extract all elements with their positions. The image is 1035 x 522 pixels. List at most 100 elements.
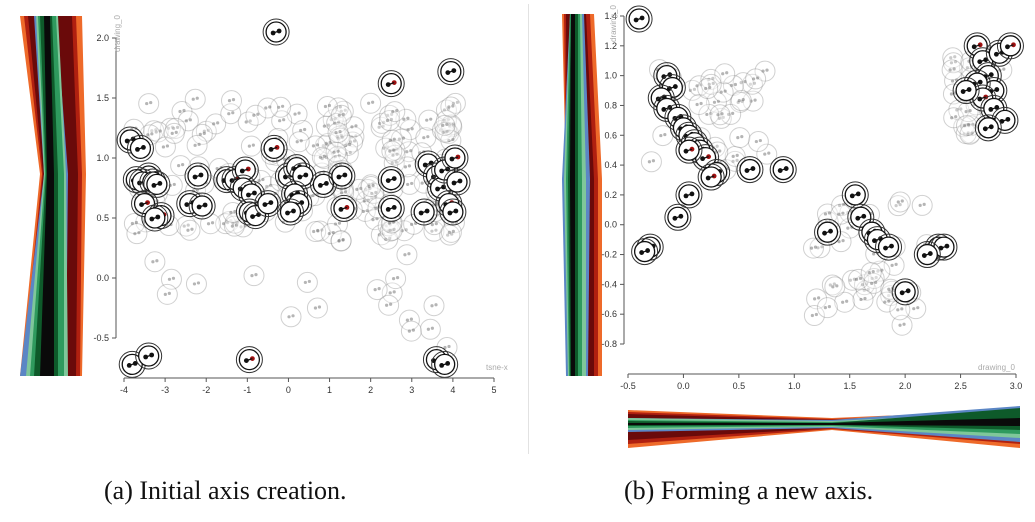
atom-faint	[827, 305, 831, 309]
molecule-ring-faint	[720, 103, 742, 125]
molecule-ring-faint	[824, 276, 846, 298]
molecule-ring-faint	[126, 223, 148, 245]
atom-faint	[355, 187, 359, 191]
atom-faint	[386, 113, 390, 117]
atom-faint	[335, 134, 339, 139]
atom-faint	[261, 177, 265, 182]
y-tick-label: 1.5	[96, 93, 109, 103]
atom-faint	[716, 99, 721, 103]
bond	[685, 193, 693, 197]
atom-faint	[388, 149, 392, 153]
x-tick-label: 3	[409, 385, 414, 395]
atom-faint	[333, 117, 337, 121]
atom-faint	[175, 125, 180, 129]
atom-faint	[390, 228, 394, 232]
axis-glyph-vertical[interactable]	[562, 14, 602, 376]
bond	[658, 96, 665, 100]
atom-faint	[233, 209, 237, 214]
atom-faint	[968, 109, 972, 113]
bond	[447, 69, 455, 74]
atom-faint	[391, 148, 395, 152]
molecule-ring-faint	[179, 219, 201, 241]
atom-faint	[966, 131, 970, 135]
molecule-points[interactable]	[625, 5, 1024, 336]
atom-faint	[736, 100, 740, 104]
atom-faint	[837, 203, 842, 208]
bond	[338, 174, 346, 178]
atom-faint	[375, 217, 379, 221]
atom-faint	[854, 277, 859, 281]
atom-faint	[718, 149, 722, 153]
atom-faint	[950, 116, 954, 120]
molecule-ring-faint	[852, 288, 874, 310]
atom-faint	[221, 222, 226, 226]
bond	[852, 193, 859, 197]
atom-faint	[390, 161, 394, 165]
atom-faint	[229, 219, 233, 223]
atom-faint	[334, 130, 338, 135]
atom-faint	[971, 123, 975, 127]
atom-faint	[362, 199, 366, 203]
atom-faint	[409, 317, 413, 321]
atom-faint	[860, 283, 865, 287]
atom-faint	[392, 148, 396, 152]
molecule-ring-faint	[360, 176, 382, 198]
atom-faint	[900, 199, 904, 203]
atom-faint	[303, 280, 307, 285]
molecule-ring-faint	[342, 131, 364, 153]
bond	[270, 146, 278, 151]
atom-faint	[420, 181, 424, 185]
atom-faint	[182, 224, 186, 228]
atom-faint	[704, 86, 708, 91]
atom-faint	[377, 286, 381, 291]
atom-faint	[852, 277, 857, 281]
bond	[985, 126, 992, 130]
atom-faint	[377, 125, 381, 129]
atom-faint	[442, 127, 447, 131]
molecule-ring-outer	[377, 194, 405, 222]
molecule-ring-faint	[215, 213, 237, 235]
scatter-plot-b[interactable]: -0.5 0.0 0.5 1.0 1.5 2.0 2.5 3.0 1.4 1.2 1.0 0.8 0.…	[532, 4, 1028, 454]
atom-faint	[445, 129, 449, 133]
molecule-ring-faint	[722, 74, 744, 96]
bond	[707, 175, 715, 179]
atom-faint	[752, 81, 757, 85]
molecule-ring-faint	[802, 237, 824, 259]
atom-faint	[753, 98, 757, 102]
atom-faint	[446, 117, 450, 122]
scatter-plot-a[interactable]: -4 -3 -2 -1 0 1 2 3 4 5 2.0 1.5 1.0 0.5 0.0 -0.5 tsne-…	[8, 4, 528, 454]
y-tick-label: -0.6	[601, 309, 617, 319]
atom-faint	[707, 82, 711, 86]
atom-faint	[371, 218, 375, 222]
atom-faint	[202, 131, 206, 136]
molecule-ring-faint	[889, 299, 911, 321]
axis-glyph-vertical[interactable]	[20, 16, 86, 376]
axis-glyph-horizontal[interactable]	[628, 406, 1020, 448]
atom-faint	[287, 315, 291, 319]
molecule-ring-faint	[869, 260, 891, 282]
atom-faint	[333, 155, 337, 159]
molecule-ring-faint	[370, 224, 392, 246]
atom-faint	[402, 117, 406, 121]
atom-faint	[257, 178, 261, 183]
atom-faint	[859, 297, 863, 302]
molecule-ring-faint	[400, 320, 422, 342]
x-tick-label: 1	[327, 385, 332, 395]
bond	[779, 167, 787, 172]
molecule-ring-faint	[165, 117, 187, 139]
molecule-points[interactable]	[116, 18, 471, 378]
atom-faint	[337, 154, 341, 158]
molecule-ring-faint	[257, 97, 279, 119]
x-tick-label: 5	[491, 385, 496, 395]
atom-faint	[659, 133, 663, 138]
atom-faint	[130, 221, 134, 226]
bond	[635, 17, 643, 21]
atom-faint	[348, 142, 352, 147]
atom-faint	[190, 227, 194, 231]
atom-faint	[206, 222, 211, 226]
y-tick-label: 0.4	[604, 160, 617, 170]
molecule-ring-faint	[381, 219, 403, 241]
molecule-ring-faint	[170, 155, 192, 177]
molecule-ring-outer	[437, 58, 465, 86]
atom-faint	[727, 112, 731, 117]
